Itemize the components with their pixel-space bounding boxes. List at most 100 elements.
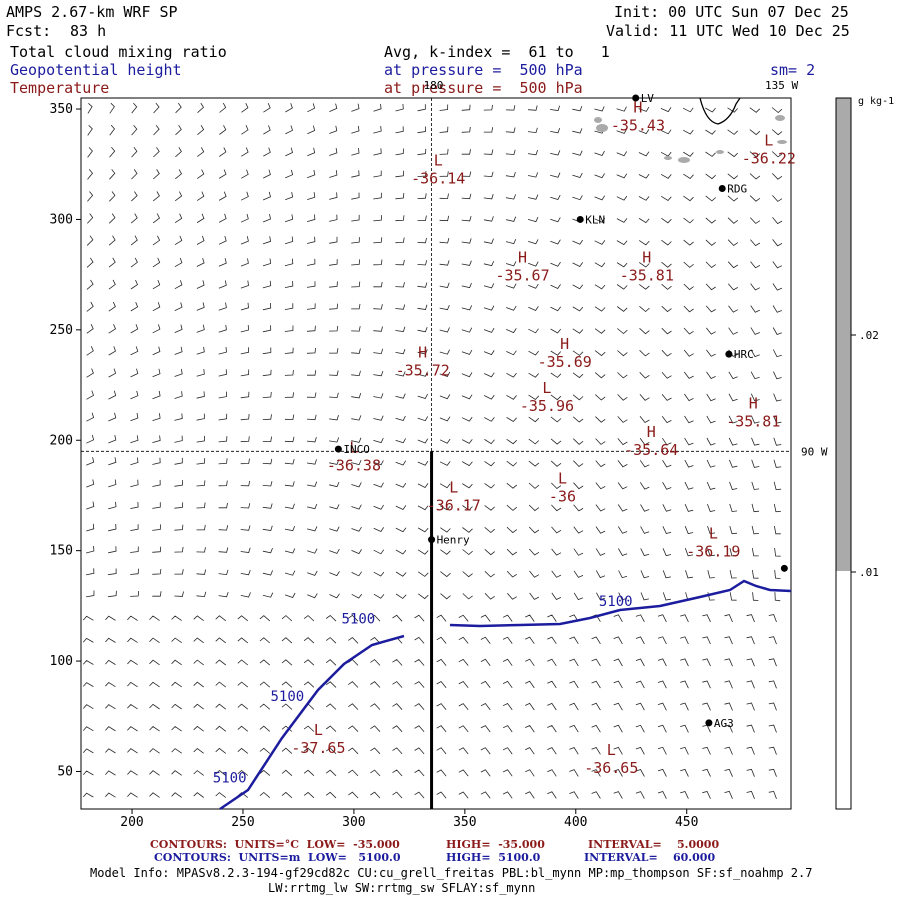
- field-height-title: Geopotential height: [10, 61, 182, 79]
- latitude-label-90w: 90 W: [801, 445, 828, 458]
- colorbar-tick-label: .02: [859, 329, 879, 342]
- x-tick-label: 300: [342, 815, 365, 830]
- contours-height-high: HIGH= 5100.0: [446, 851, 541, 864]
- temperature-extremum-value: -36.65: [584, 759, 638, 777]
- temperature-extremum-type: L: [542, 379, 551, 397]
- coastline: [699, 97, 741, 125]
- station-label: Henry: [437, 534, 470, 547]
- height-contour-5100: [449, 579, 792, 628]
- cloud-patch: [664, 156, 672, 160]
- field-temperature-title: Temperature: [10, 79, 110, 97]
- meridian-label-135w: 135 W: [765, 79, 798, 92]
- contours-temperature-info: CONTOURS: UNITS=°C LOW= -35.000: [150, 838, 400, 851]
- model-info: Model Info: MPASv8.2.3-194-gf29cd82c CU:…: [90, 866, 813, 880]
- smoothing-label: sm= 2: [770, 61, 816, 79]
- station-marker: [428, 536, 436, 544]
- init-time: Init: 00 UTC Sun 07 Dec 25: [614, 3, 849, 21]
- forecast-label: Fcst:: [6, 22, 52, 40]
- temperature-extremum-type: L: [607, 741, 616, 759]
- temperature-extremum-type: L: [558, 469, 567, 487]
- x-tick-label: 400: [564, 815, 587, 830]
- contours-height-interval: INTERVAL= 60.000: [584, 851, 716, 864]
- field-cloud-desc: Avg, k-index = 61 to 1: [384, 43, 610, 61]
- temperature-extremum-value: -36.19: [686, 543, 740, 561]
- y-tick-label: 50: [57, 764, 73, 779]
- temperature-extremum-value: -35.43: [611, 116, 665, 134]
- station-marker: [632, 94, 640, 102]
- temperature-extremum-value: -35.81: [726, 412, 780, 430]
- temperature-extremum-value: -36.38: [327, 457, 381, 475]
- station-label: KLN: [585, 213, 605, 226]
- meridian-label-180: 180: [424, 79, 444, 92]
- contours-height-info: CONTOURS: UNITS=m LOW= 5100.0: [154, 851, 401, 864]
- station-marker: [725, 350, 733, 358]
- temperature-extremum-value: -35.64: [624, 441, 678, 459]
- height-contour-label: 5100: [270, 689, 304, 705]
- plot-frame: [80, 97, 792, 810]
- temperature-extremum-type: L: [764, 132, 773, 150]
- x-tick-label: 450: [675, 815, 698, 830]
- height-contour-5100: [219, 634, 405, 811]
- temperature-extremum-value: -35.81: [620, 267, 674, 285]
- valid-time: Valid: 11 UTC Wed 10 Dec 25: [606, 22, 850, 40]
- station-label: LV: [641, 92, 655, 105]
- temperature-extremum-type: L: [449, 478, 458, 496]
- temperature-extremum-value: -36.14: [411, 169, 465, 187]
- temperature-extremum-value: -36.22: [742, 150, 796, 168]
- colorbar-units: g kg-1: [858, 96, 894, 107]
- model-title: AMPS 2.67-km WRF SP: [6, 3, 178, 21]
- cloud-patch: [716, 150, 724, 154]
- forecast-hour: 83 h: [70, 22, 107, 40]
- temperature-extremum-value: -35.67: [495, 267, 549, 285]
- temperature-extremum-value: -35.96: [520, 397, 574, 415]
- colorbar-shaded: [836, 98, 851, 571]
- cloud-patch: [596, 124, 608, 132]
- temperature-extremum-type: H: [749, 394, 758, 412]
- y-tick-label: 150: [50, 544, 73, 559]
- temperature-extremum-type: H: [418, 344, 427, 362]
- height-contour-label: 5100: [599, 594, 633, 610]
- y-tick-label: 350: [50, 102, 73, 117]
- temperature-extremum-value: -36: [549, 487, 576, 505]
- temperature-extremum-type: H: [518, 249, 527, 267]
- cloud-patch: [775, 115, 785, 121]
- temperature-extremum-type: L: [709, 525, 718, 543]
- contours-temperature-high: HIGH= -35.000: [446, 838, 545, 851]
- station-marker: [780, 564, 788, 572]
- station-marker: [576, 215, 584, 223]
- colorbar-tick-label: .01: [859, 566, 879, 579]
- temperature-extremum-value: -35.72: [396, 362, 450, 380]
- station-marker: [718, 185, 726, 193]
- station-label: RDG: [727, 183, 747, 196]
- cloud-patch: [594, 117, 602, 123]
- station-label: AG3: [714, 717, 734, 730]
- contours-temperature-interval: INTERVAL= 5.0000: [588, 838, 720, 851]
- station-marker: [705, 719, 713, 727]
- temperature-extremum-type: H: [560, 335, 569, 353]
- height-contour-label: 5100: [341, 612, 375, 628]
- x-tick-label: 350: [453, 815, 476, 830]
- model-info-physics: LW:rrtmg_lw SW:rrtmg_sw SFLAY:sf_mynn: [268, 881, 536, 895]
- station-marker: [334, 445, 342, 453]
- wind-barbs: [82, 102, 783, 799]
- y-tick-label: 200: [50, 433, 73, 448]
- y-tick-label: 100: [50, 654, 73, 669]
- station-label: INCO: [343, 443, 370, 456]
- temperature-extremum-type: H: [647, 423, 656, 441]
- temperature-extremum-type: L: [314, 721, 323, 739]
- cloud-patch: [777, 140, 787, 144]
- temperature-extremum-value: -35.69: [538, 353, 592, 371]
- cloud-patch: [678, 157, 690, 163]
- field-height-desc: at pressure = 500 hPa: [384, 61, 583, 79]
- station-label: HRC: [734, 348, 754, 361]
- temperature-extremum-value: -37.65: [291, 739, 345, 757]
- colorbar-frame: [835, 97, 852, 810]
- field-temperature-desc: at pressure = 500 hPa: [384, 79, 583, 97]
- x-tick-label: 200: [120, 815, 143, 830]
- y-tick-label: 300: [50, 212, 73, 227]
- temperature-extremum-value: -36.17: [427, 496, 481, 514]
- x-tick-label: 250: [231, 815, 254, 830]
- temperature-extremum-type: L: [349, 439, 358, 457]
- height-contour-label: 5100: [213, 771, 247, 787]
